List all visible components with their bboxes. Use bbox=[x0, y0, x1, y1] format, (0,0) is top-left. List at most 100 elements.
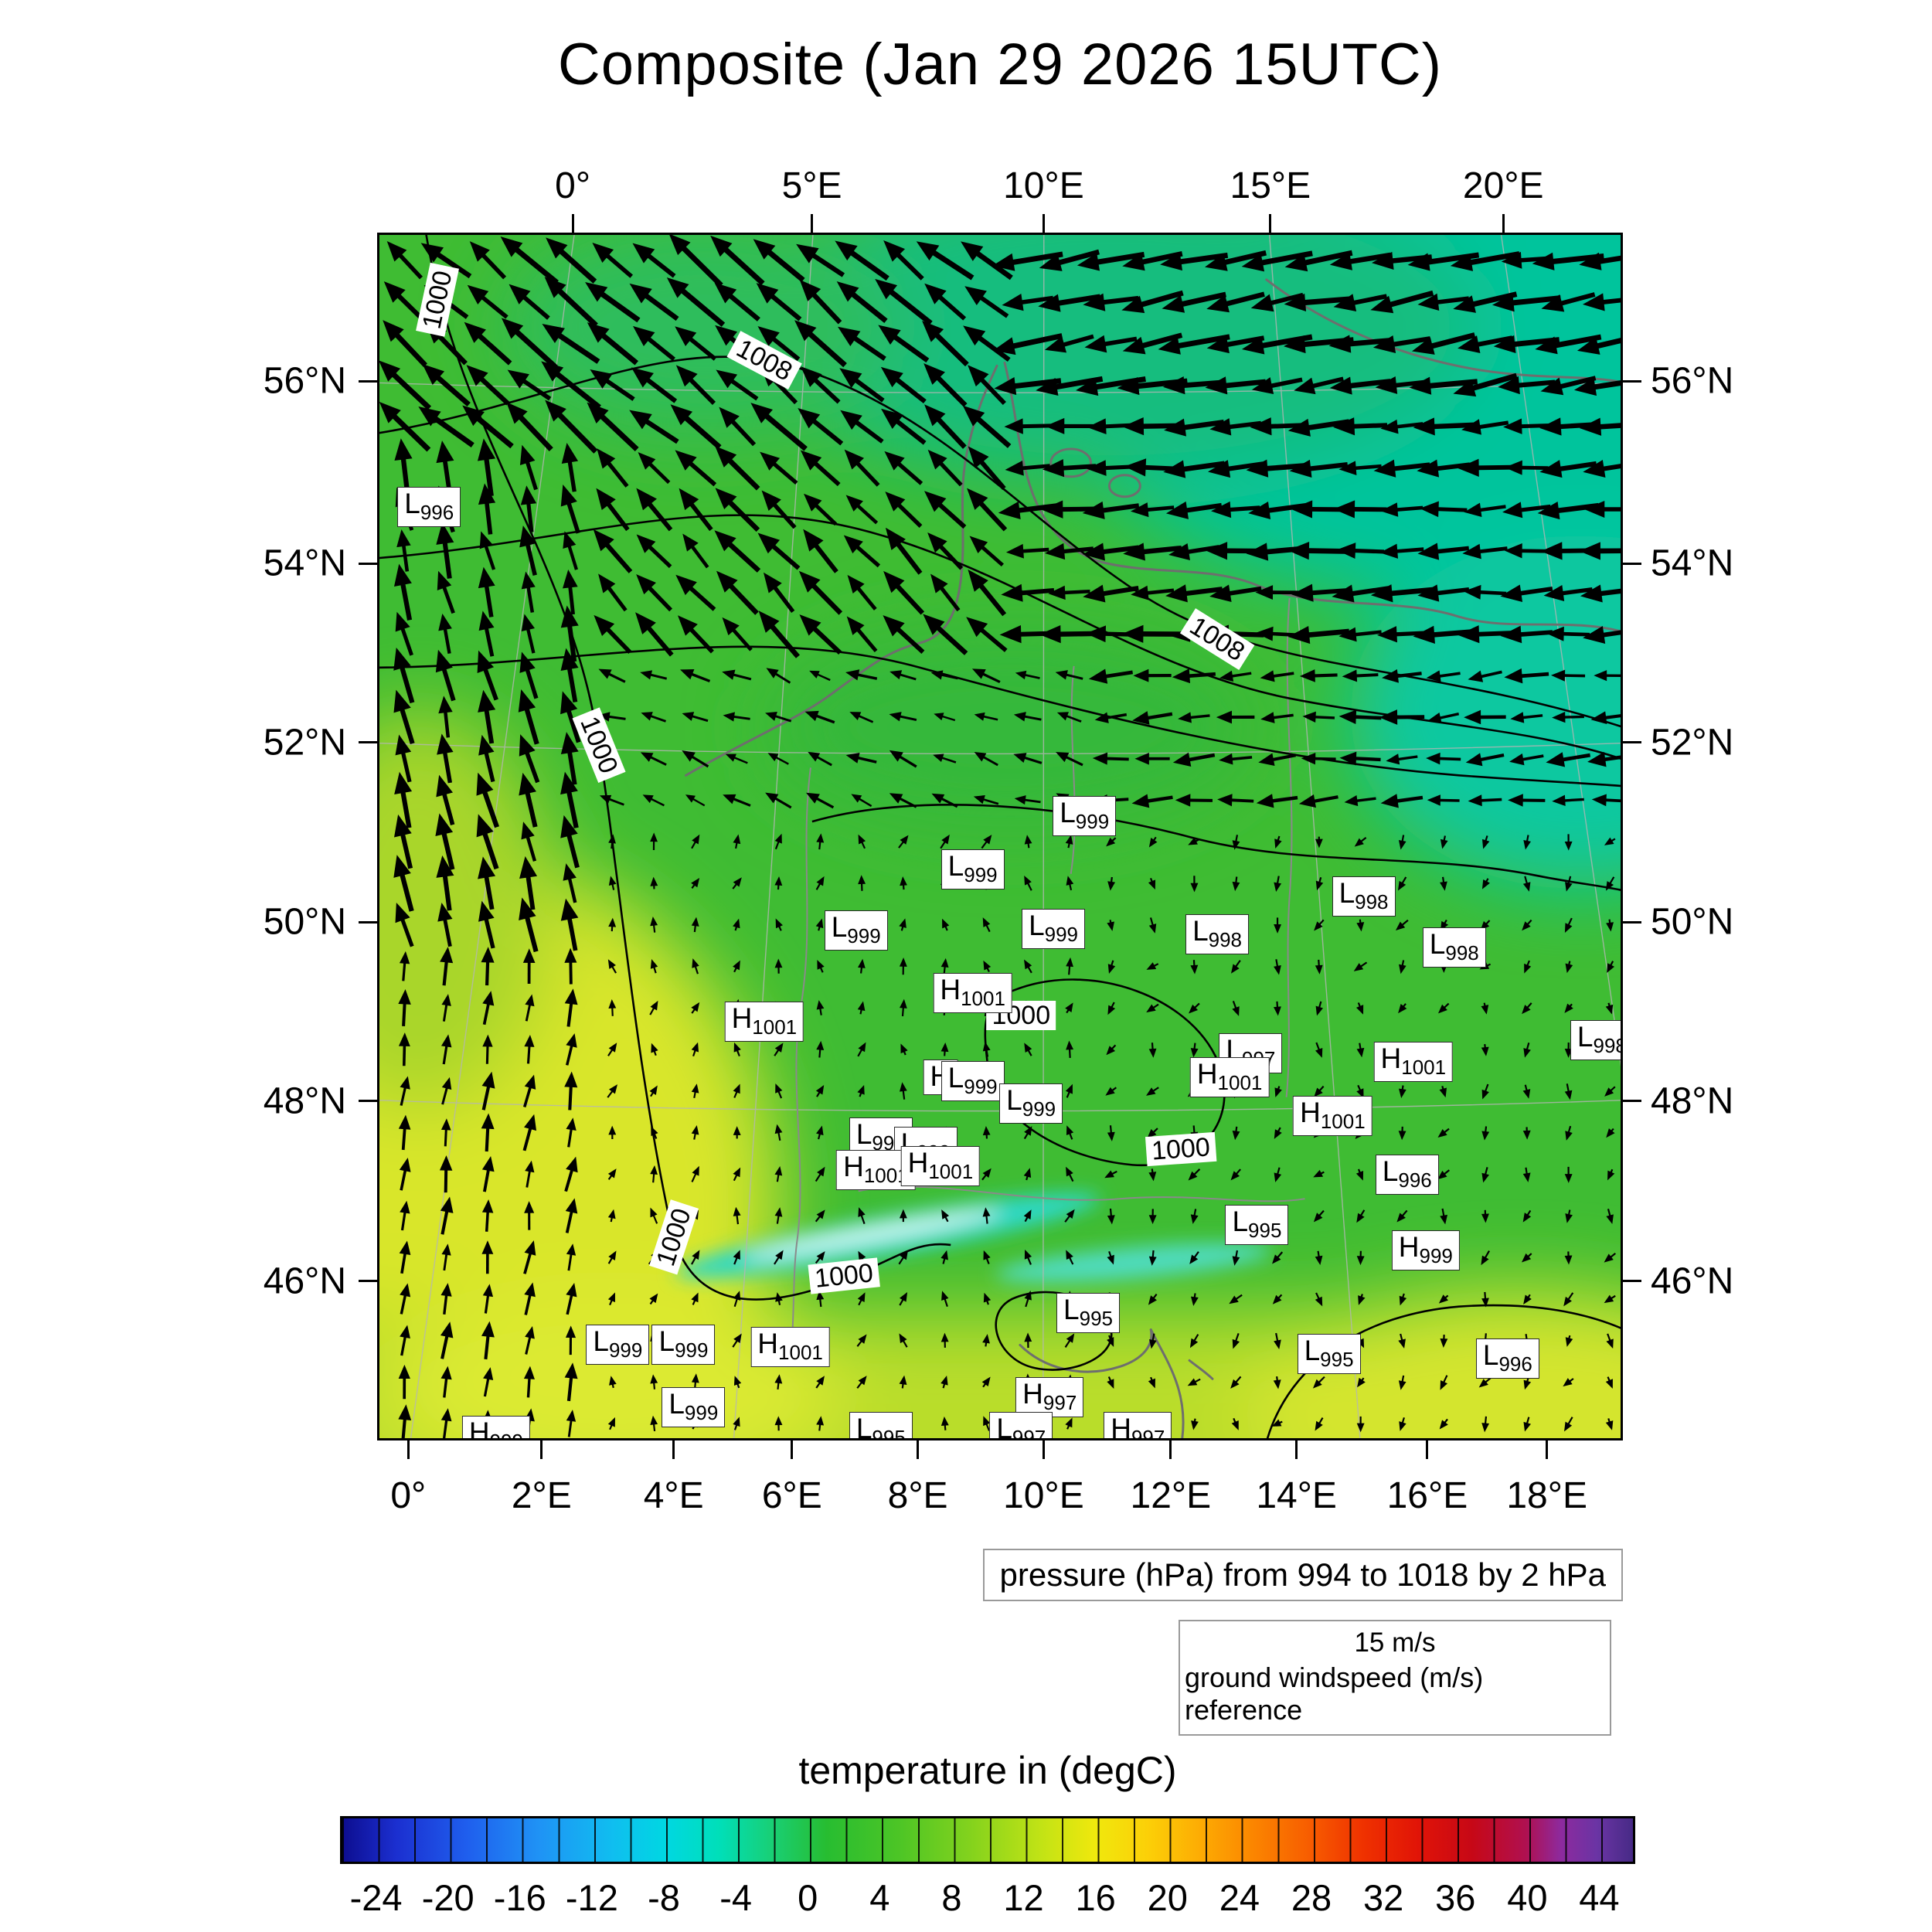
page-title: Composite (Jan 29 2026 15UTC) bbox=[557, 32, 1443, 97]
axis-tick-label: 4°E bbox=[643, 1475, 704, 1516]
axis-tick bbox=[359, 1280, 377, 1283]
axis-tick bbox=[1546, 1440, 1549, 1459]
axis-tick-label: 56°N bbox=[263, 360, 346, 402]
pressure-marker: L999 bbox=[1053, 796, 1117, 837]
axis-tick bbox=[1169, 1440, 1172, 1459]
axis-tick bbox=[406, 1440, 410, 1459]
axis-tick bbox=[571, 214, 574, 233]
wind-reference-caption: ground windspeed (m/s) reference bbox=[1185, 1662, 1484, 1726]
axis-tick-label: 52°N bbox=[263, 722, 346, 764]
colorbar-segment-dividers bbox=[342, 1818, 1633, 1862]
country-borders bbox=[788, 598, 1305, 1367]
pressure-marker-layer: L996 L999 L999 L998 L999 L999 L998 L998 H1001 H10… bbox=[379, 235, 1621, 1438]
axis-tick-label: 8°E bbox=[887, 1475, 948, 1516]
axis-tick-label: 46°N bbox=[1651, 1260, 1734, 1302]
axis-tick-label: 2°E bbox=[511, 1475, 572, 1516]
pressure-marker: L995 bbox=[849, 1412, 913, 1438]
axis-tick bbox=[359, 741, 377, 744]
colorbar-tick-label: 32 bbox=[1362, 1877, 1404, 1918]
colorbar-tick-label: -8 bbox=[648, 1877, 680, 1918]
axis-tick bbox=[359, 379, 377, 383]
colorbar-tick-label: 36 bbox=[1435, 1877, 1476, 1918]
pressure-marker: L998 bbox=[1185, 913, 1250, 954]
pressure-marker: L998 bbox=[1422, 927, 1486, 968]
wind-reference-legend: 15 m/s ground windspeed (m/s) reference bbox=[1179, 1620, 1611, 1736]
axis-tick bbox=[1042, 214, 1045, 233]
pressure-marker: L999 bbox=[651, 1324, 716, 1365]
pressure-marker: L998 bbox=[1332, 876, 1396, 917]
wind-reference-speed: 15 m/s bbox=[1354, 1628, 1436, 1658]
axis-tick-label: 14°E bbox=[1256, 1475, 1337, 1516]
pressure-marker: H1001 bbox=[1189, 1056, 1270, 1097]
pressure-marker: L996 bbox=[397, 486, 461, 527]
pressure-marker: L995 bbox=[1056, 1293, 1120, 1334]
colorbar-tick-label: -24 bbox=[349, 1877, 403, 1918]
colorbar-tick-label: 24 bbox=[1219, 1877, 1260, 1918]
pressure-marker: H1001 bbox=[1373, 1041, 1454, 1082]
axis-tick-label: 50°N bbox=[263, 901, 346, 943]
axis-tick bbox=[359, 1100, 377, 1103]
pressure-marker: L995 bbox=[1225, 1205, 1289, 1246]
pressure-marker: L998 bbox=[1570, 1019, 1621, 1060]
axis-tick bbox=[672, 1440, 675, 1459]
axis-tick bbox=[1623, 1280, 1641, 1283]
axis-tick bbox=[1295, 1440, 1298, 1459]
axis-tick bbox=[359, 562, 377, 565]
colorbar-title: temperature in (degC) bbox=[798, 1749, 1177, 1792]
axis-tick-label: 12°E bbox=[1130, 1475, 1212, 1516]
pressure-marker: L999 bbox=[940, 849, 1005, 889]
colorbar-tick-label: 44 bbox=[1579, 1877, 1620, 1918]
axis-tick bbox=[1623, 379, 1641, 383]
pressure-marker: H1001 bbox=[724, 1002, 804, 1043]
colorbar-tick-label: 40 bbox=[1507, 1877, 1548, 1918]
colorbar-tick-label: 28 bbox=[1291, 1877, 1332, 1918]
axis-tick bbox=[1042, 1440, 1045, 1459]
axis-tick bbox=[359, 920, 377, 923]
colorbar-tick-label: 4 bbox=[869, 1877, 890, 1918]
axis-tick-label: 10°E bbox=[1003, 1475, 1084, 1516]
colorbar-tick-label: 8 bbox=[941, 1877, 962, 1918]
pressure-marker: H999 bbox=[1391, 1230, 1460, 1271]
pressure-marker: H1001 bbox=[933, 972, 1012, 1013]
pressure-marker: L999 bbox=[662, 1386, 726, 1427]
axis-tick bbox=[791, 1440, 794, 1459]
temperature-colorbar bbox=[340, 1816, 1635, 1864]
axis-tick bbox=[811, 214, 814, 233]
axis-tick-label: 5°E bbox=[781, 165, 842, 206]
axis-tick bbox=[1269, 214, 1272, 233]
axis-tick-label: 52°N bbox=[1651, 722, 1734, 764]
axis-tick-label: 50°N bbox=[1651, 901, 1734, 943]
pressure-marker: L999 bbox=[824, 910, 888, 951]
weather-map: 1000 1008 1008 1000 1000 1000 1000 1000 L996 L99… bbox=[377, 233, 1623, 1440]
axis-tick bbox=[1623, 1100, 1641, 1103]
axis-tick bbox=[1426, 1440, 1429, 1459]
pressure-marker: L999 bbox=[586, 1324, 650, 1365]
pressure-marker: L996 bbox=[1475, 1338, 1539, 1379]
axis-tick-label: 48°N bbox=[1651, 1080, 1734, 1122]
axis-tick bbox=[540, 1440, 543, 1459]
axis-tick-label: 20°E bbox=[1462, 165, 1544, 206]
pressure-marker: H997 bbox=[1015, 1377, 1084, 1418]
colorbar-tick-label: -12 bbox=[565, 1877, 618, 1918]
pressure-marker: H1001 bbox=[750, 1326, 830, 1367]
colorbar-tick-label: -4 bbox=[719, 1877, 753, 1918]
pressure-marker: H999 bbox=[461, 1415, 531, 1438]
pressure-marker: L999 bbox=[1022, 909, 1086, 950]
axis-tick-label: 54°N bbox=[263, 543, 346, 584]
pressure-marker: H1001 bbox=[900, 1146, 981, 1187]
pressure-marker: L995 bbox=[1297, 1334, 1361, 1374]
axis-tick-label: 56°N bbox=[1651, 360, 1734, 402]
axis-tick-label: 15°E bbox=[1230, 165, 1311, 206]
map-canvas bbox=[379, 235, 1621, 1438]
pressure-marker: H1001 bbox=[1293, 1095, 1372, 1136]
axis-tick bbox=[917, 1440, 920, 1459]
pressure-marker: L999 bbox=[940, 1060, 1005, 1101]
axis-tick-label: 0° bbox=[555, 165, 591, 206]
axis-tick-label: 6°E bbox=[761, 1475, 822, 1516]
axis-tick bbox=[1623, 562, 1641, 565]
axis-tick-label: 18°E bbox=[1506, 1475, 1587, 1516]
axis-tick bbox=[1502, 214, 1505, 233]
colorbar-tick-label: 16 bbox=[1075, 1877, 1116, 1918]
pressure-marker: L996 bbox=[1375, 1155, 1439, 1196]
